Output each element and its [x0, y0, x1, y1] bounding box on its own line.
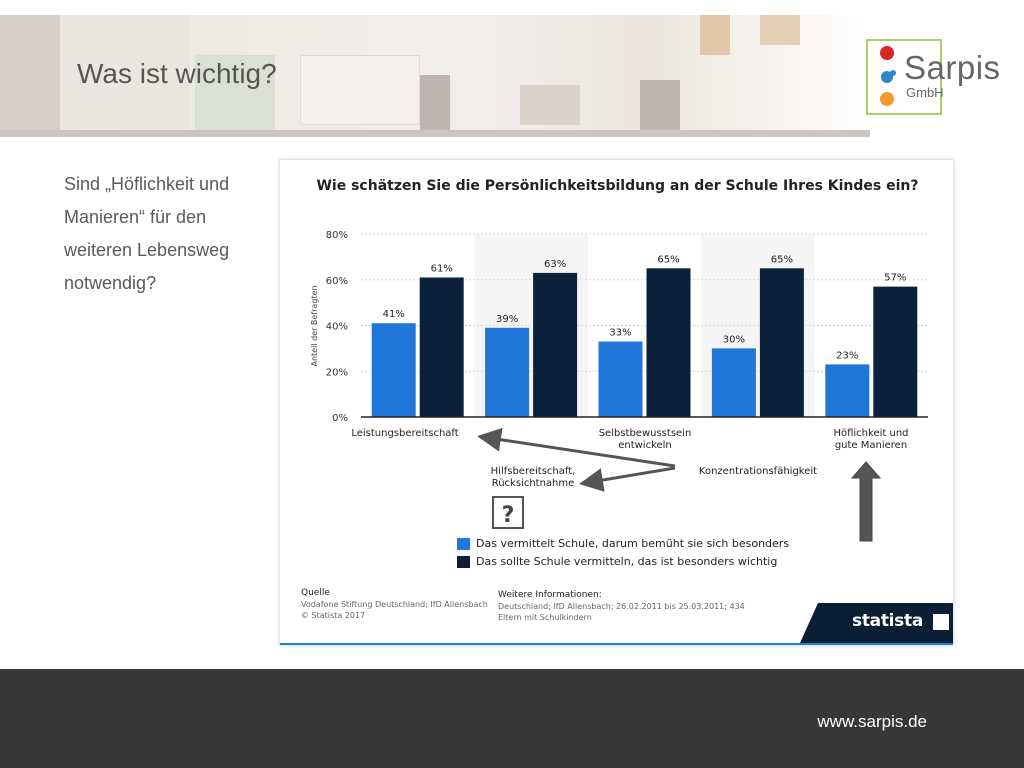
orange-globe-icon: [880, 92, 894, 106]
x-category-label: Höflichkeit und: [833, 428, 908, 439]
statista-logo-icon: [933, 614, 949, 630]
logo-icons: [880, 46, 896, 106]
y-tick-label: 80%: [326, 230, 348, 241]
logo-frame: [866, 39, 942, 115]
footer-bar: www.sarpis.de: [0, 669, 1024, 768]
question-line: Manieren“ für den: [64, 207, 207, 227]
statista-wordmark: statista: [852, 611, 923, 631]
data-label: 63%: [544, 259, 566, 270]
card-bottom-rule: [280, 643, 953, 645]
info-heading: Weitere Informationen:: [498, 590, 602, 600]
bar-2: [873, 286, 918, 417]
chart-card: Wie schätzen Sie die Persönlichkeitsbild…: [279, 159, 954, 646]
source-heading: Quelle: [301, 588, 330, 598]
logo-subtitle: GmbH: [906, 85, 944, 100]
bar-1: [598, 341, 643, 417]
bar-1: [485, 327, 530, 417]
x-category-label: gute Manieren: [835, 440, 907, 451]
y-tick-label: 0%: [332, 413, 348, 424]
annotation-arrow-down: [579, 466, 676, 492]
info-line: Eltern mit Schulkindern: [498, 613, 592, 622]
info-block: Weitere Informationen: Deutschland; IfD …: [498, 590, 745, 623]
question-line: notwendig?: [64, 273, 157, 293]
data-label: 65%: [771, 254, 793, 265]
bar-1: [711, 348, 756, 417]
source-line: © Statista 2017: [301, 611, 366, 620]
statista-badge: statista: [800, 603, 953, 643]
header-band: Was ist wichtig? Sarpis GmbH: [0, 0, 1024, 137]
data-label: 39%: [496, 314, 518, 325]
x-category-label: Leistungsbereitschaft: [351, 428, 458, 439]
y-tick-label: 60%: [326, 276, 348, 287]
sarpis-logo: Sarpis GmbH: [866, 39, 1000, 115]
question-mark-glyph: ?: [502, 503, 515, 528]
data-label: 57%: [884, 273, 906, 284]
question-mark-icon: [492, 496, 524, 529]
legend-swatch: [457, 538, 470, 550]
footer-url: www.sarpis.de: [817, 712, 927, 731]
source-block: Quelle Vodafone Stiftung Deutschland; If…: [301, 588, 488, 621]
legend-label: Das vermittelt Schule, darum bemüht sie …: [476, 537, 790, 550]
x-category-label: Konzentrationsfähigkeit: [699, 466, 817, 477]
bar-1: [825, 364, 870, 417]
chart-title: Wie schätzen Sie die Persönlichkeitsbild…: [316, 178, 919, 194]
x-category-label: entwickeln: [618, 440, 672, 451]
question-line: weiteren Lebensweg: [64, 240, 230, 260]
legend-swatch: [457, 556, 470, 568]
info-line: Deutschland; IfD Allensbach; 26.02.2011 …: [498, 602, 745, 611]
blue-gear-icon: [881, 71, 893, 83]
data-label: 33%: [609, 328, 631, 339]
data-label: 41%: [383, 309, 405, 320]
bar-chart: 0% 20% 40% 60% 80% Anteil der Befragten 41% 61%…: [310, 230, 928, 542]
x-category-label: Rücksichtnahme: [492, 478, 575, 489]
y-tick-label: 40%: [326, 322, 348, 333]
bar-1: [371, 323, 416, 417]
question-text: Sind „Höflichkeit und Manieren“ für den …: [64, 168, 264, 300]
legend-label: Das sollte Schule vermitteln, das ist be…: [476, 555, 778, 568]
data-label: 23%: [836, 350, 858, 361]
data-label: 65%: [657, 254, 679, 265]
y-axis-label: Anteil der Befragten: [310, 285, 319, 366]
slide-title: Was ist wichtig?: [77, 58, 277, 89]
red-head-icon: [880, 46, 894, 60]
bar-2: [533, 272, 578, 417]
source-line: Vodafone Stiftung Deutschland; IfD Allen…: [301, 600, 488, 609]
data-label: 61%: [431, 263, 453, 274]
x-category-label: Selbstbewusstsein: [599, 428, 692, 439]
x-category-label: Hilfsbereitschaft,: [491, 466, 576, 477]
question-line: Sind „Höflichkeit und: [64, 174, 230, 194]
bar-2: [419, 277, 464, 417]
data-label: 30%: [723, 334, 745, 345]
bar-2: [646, 268, 691, 417]
bar-2: [759, 268, 804, 417]
office-background-image: [0, 15, 870, 137]
y-tick-label: 20%: [326, 367, 348, 378]
annotation-arrow-left: [477, 427, 676, 468]
logo-wordmark: Sarpis: [904, 49, 1001, 86]
annotation-up-arrow: [850, 461, 882, 542]
